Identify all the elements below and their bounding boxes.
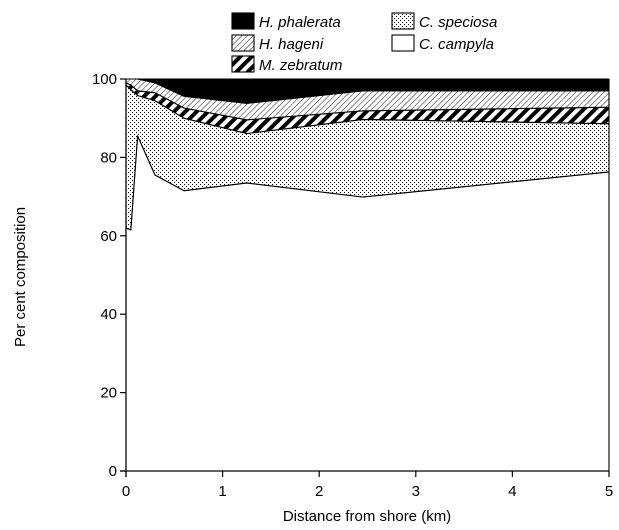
y-tick-label-20: 20	[100, 385, 117, 402]
legend-swatch-m-zebratum	[231, 55, 255, 73]
plot-areas	[125, 78, 610, 472]
x-tick-label-0: 0	[122, 483, 130, 500]
legend-label-c-campyla: C. campyla	[419, 36, 494, 53]
x-tick-label-1: 1	[218, 483, 226, 500]
x-tick-label-3: 3	[412, 483, 420, 500]
y-tick-label-0: 0	[109, 463, 117, 480]
y-tick-label-40: 40	[100, 306, 117, 323]
x-tick-label-2: 2	[315, 483, 323, 500]
axes: 0 20 40 60 80 100 0 1 2 3 4 5	[92, 71, 613, 500]
legend-swatch-c-campyla	[391, 34, 415, 52]
x-tick-label-5: 5	[605, 483, 613, 500]
legend-label-h-phalerata: H. phalerata	[259, 14, 341, 31]
legend-swatch-c-speciosa	[391, 12, 415, 30]
y-tick-label-100: 100	[92, 71, 117, 88]
y-axis-title: Per cent composition	[12, 207, 29, 347]
legend-label-m-zebratum: M. zebratum	[259, 57, 342, 74]
legend-swatch-h-phalerata	[231, 12, 255, 30]
x-axis-title: Distance from shore (km)	[283, 508, 451, 525]
legend: H. phalerata H. hageni M. zebratum C. speci…	[231, 12, 497, 74]
legend-swatch-h-hageni	[231, 34, 255, 52]
legend-label-c-speciosa: C. speciosa	[419, 14, 497, 31]
legend-label-h-hageni: H. hageni	[259, 36, 324, 53]
area-h-phalerata	[125, 78, 610, 104]
y-tick-label-80: 80	[100, 149, 117, 166]
x-tick-label-4: 4	[508, 483, 516, 500]
y-tick-label-60: 60	[100, 228, 117, 245]
